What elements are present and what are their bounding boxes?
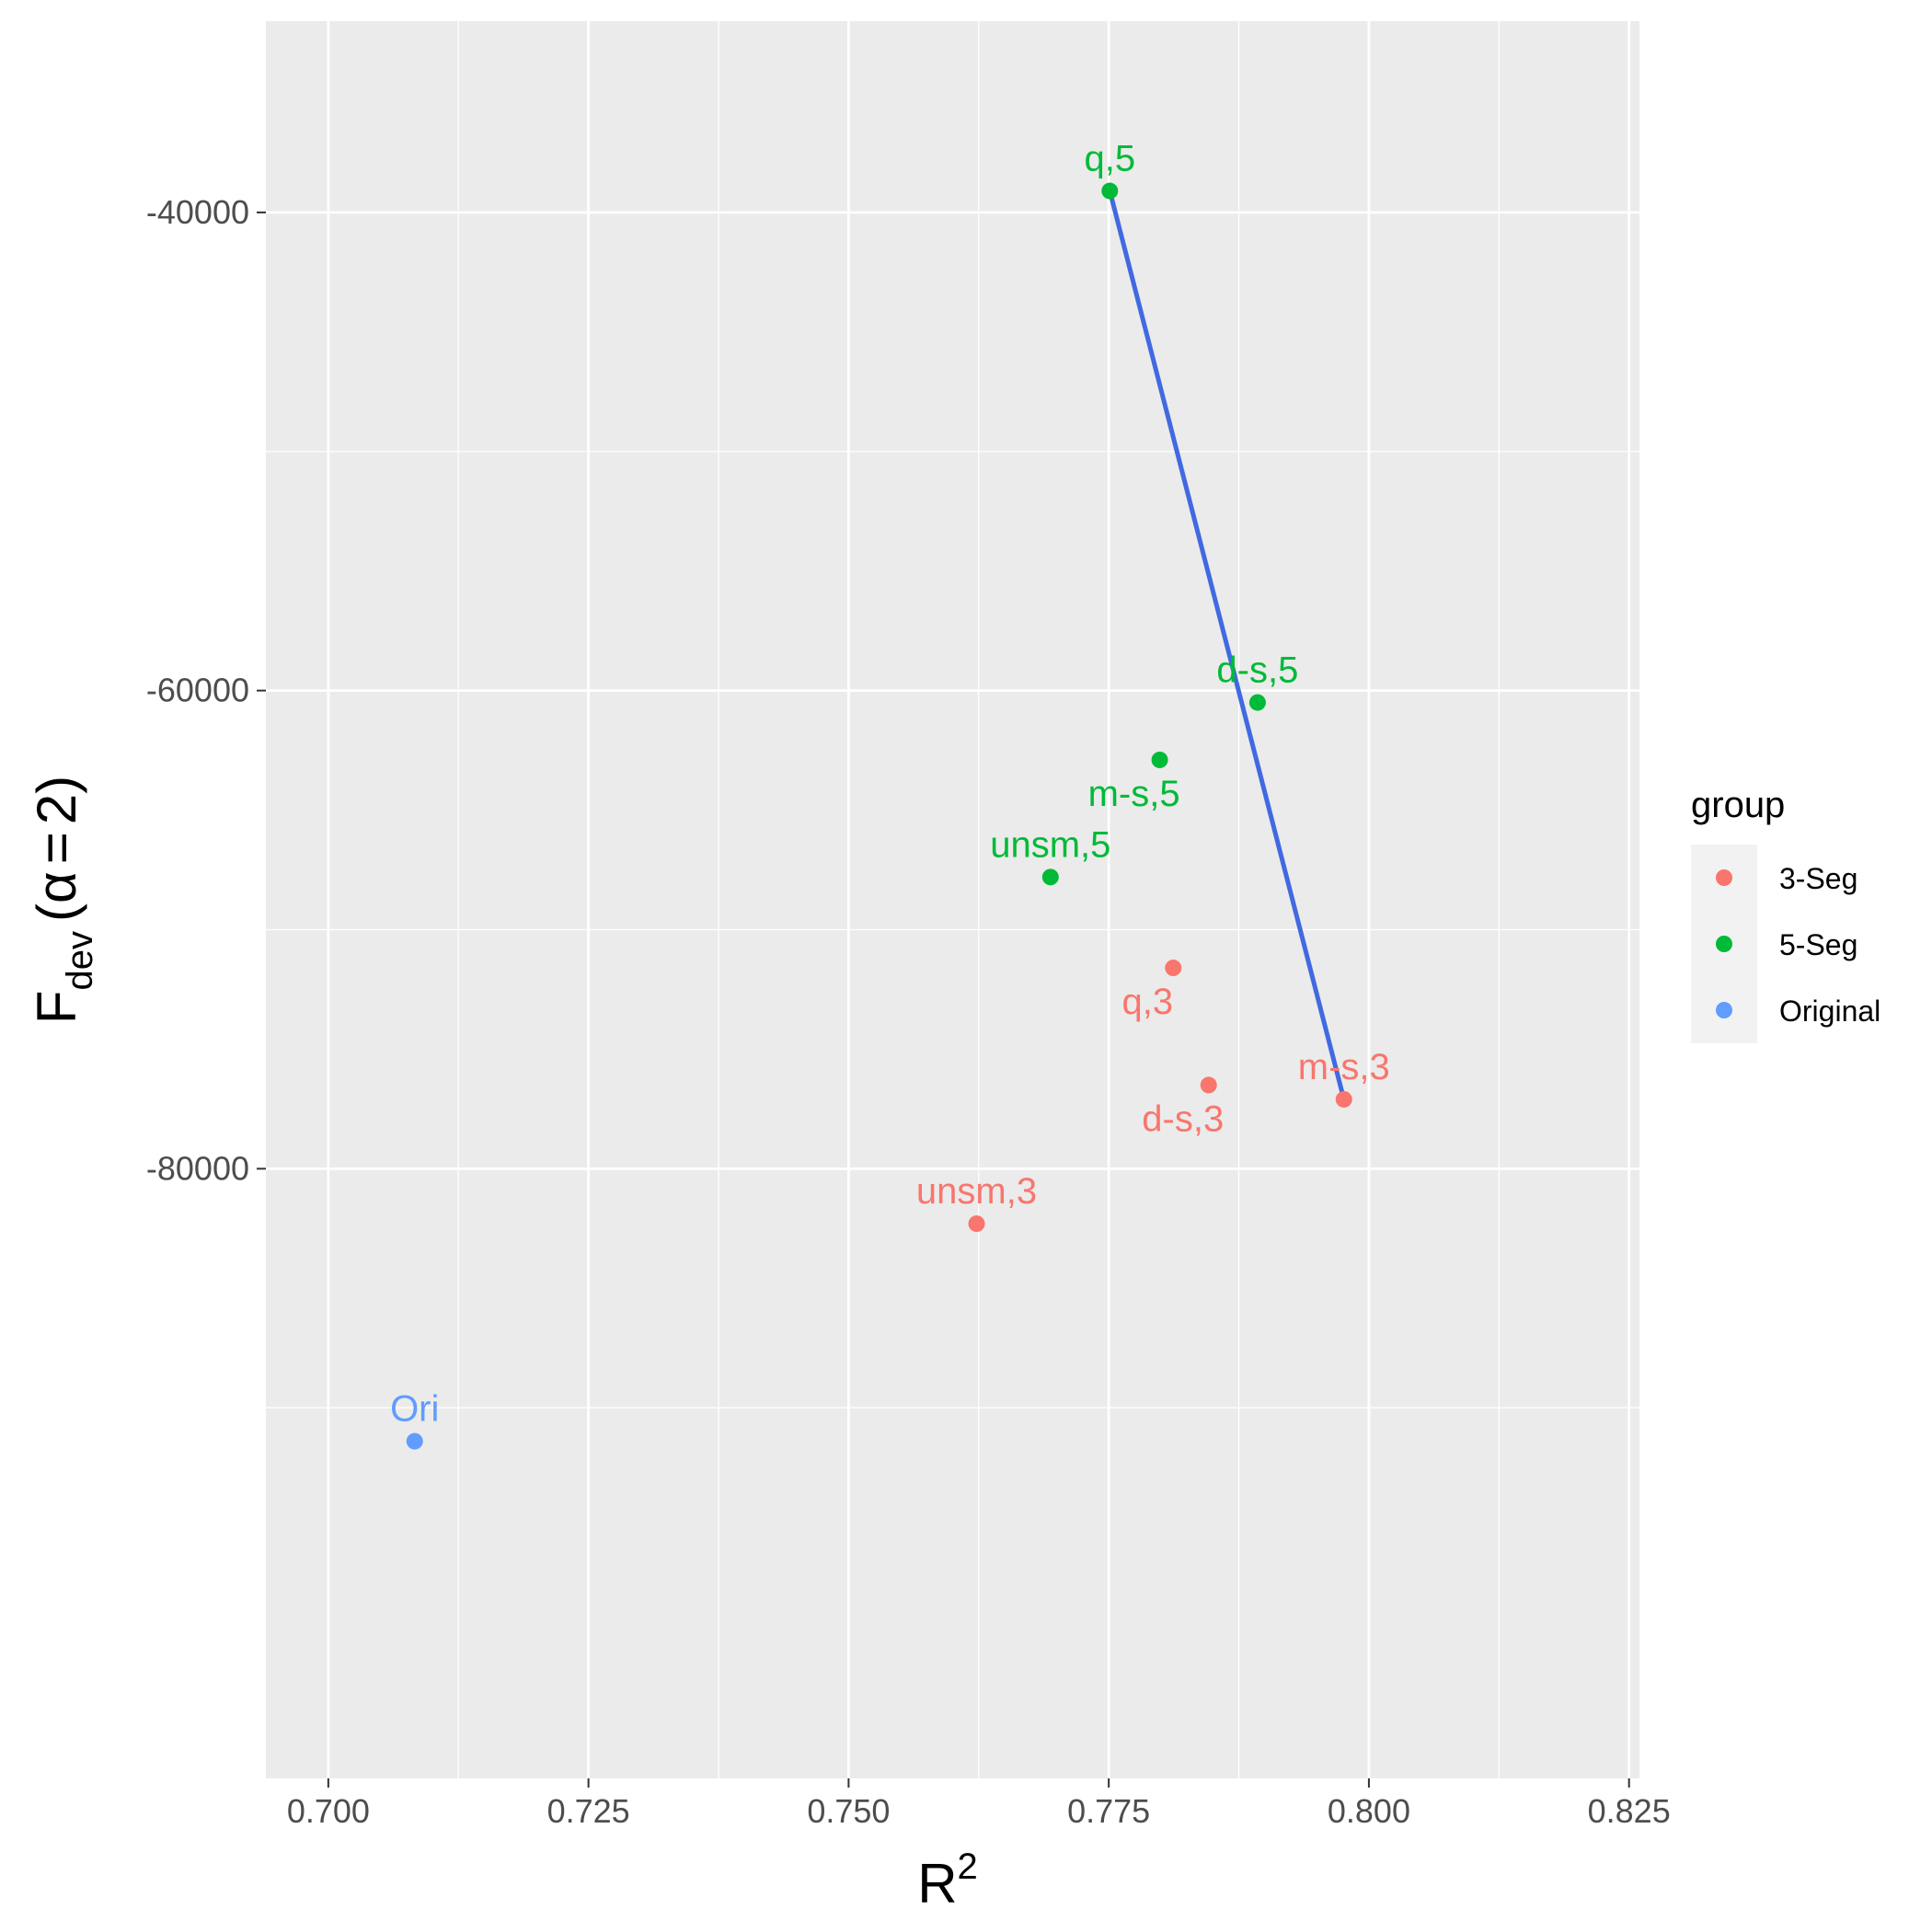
data-point [1151,751,1168,768]
data-point-label: m-s,5 [1088,774,1180,814]
data-point-label: d-s,5 [1216,650,1298,691]
y-tick-label: -80000 [146,1149,249,1187]
legend-marker-3-seg [1716,869,1732,886]
y-axis-title-value: 2 [26,794,87,824]
y-axis-title-alpha: α [26,871,87,903]
data-point [968,1215,985,1233]
data-point-label: unsm,3 [916,1171,1037,1212]
legend: group 3-Seg 5-Seg Original [1691,785,1880,1043]
data-point-label: q,3 [1121,982,1173,1022]
legend-marker-original [1716,1002,1732,1018]
y-axis-title-base: F [26,990,87,1024]
trend-line-group [1107,190,1347,1100]
data-point [1335,1090,1352,1108]
x-axis-ticks: 0.700 0.725 0.750 0.775 0.800 0.825 [287,1778,1671,1830]
x-tick-label: 0.800 [1328,1792,1410,1830]
y-axis-title-equals: = [26,832,87,864]
data-point [1200,1076,1217,1094]
data-point-label: Ori [390,1389,439,1430]
data-point-label: m-s,3 [1298,1047,1390,1087]
legend-title: group [1691,785,1785,825]
data-point-label: unsm,5 [990,824,1110,865]
data-point-label: d-s,3 [1142,1098,1224,1139]
x-axis-title: R2 [917,1846,978,1915]
y-axis-title: Fdev (α = 2) [26,776,100,1024]
data-point [406,1432,423,1450]
x-axis-title-sup: 2 [958,1846,978,1887]
points-group: q,5 d-s,5 m-s,5 unsm,5 q,3 d-s,3 m-s,3 unsm,3 Or… [390,139,1390,1450]
data-point [1165,960,1182,977]
legend-label-3-seg: 3-Seg [1779,862,1857,895]
y-axis-title-sub: dev [60,931,100,991]
data-point [1101,182,1119,200]
y-axis-ticks: -40000 -60000 -80000 [146,193,266,1187]
x-tick-label: 0.775 [1067,1792,1150,1830]
data-point [1248,694,1266,711]
data-point [1041,868,1059,886]
x-tick-label: 0.725 [547,1792,630,1830]
y-tick-label: -40000 [146,193,249,231]
data-point-label: q,5 [1084,139,1135,179]
x-axis-title-base: R [917,1853,957,1915]
panel-background [266,21,1639,1778]
legend-label-original: Original [1779,995,1880,1028]
legend-marker-5-seg [1716,936,1732,952]
x-tick-label: 0.750 [807,1792,890,1830]
y-axis-title-paren-open: ( [26,903,87,922]
grid [266,21,1639,1778]
y-tick-label: -60000 [146,672,249,709]
trend-line [1107,190,1347,1100]
x-tick-label: 0.825 [1588,1792,1671,1830]
y-axis-title-paren-close: ) [26,776,87,794]
x-tick-label: 0.700 [287,1792,370,1830]
legend-label-5-seg: 5-Seg [1779,928,1857,961]
